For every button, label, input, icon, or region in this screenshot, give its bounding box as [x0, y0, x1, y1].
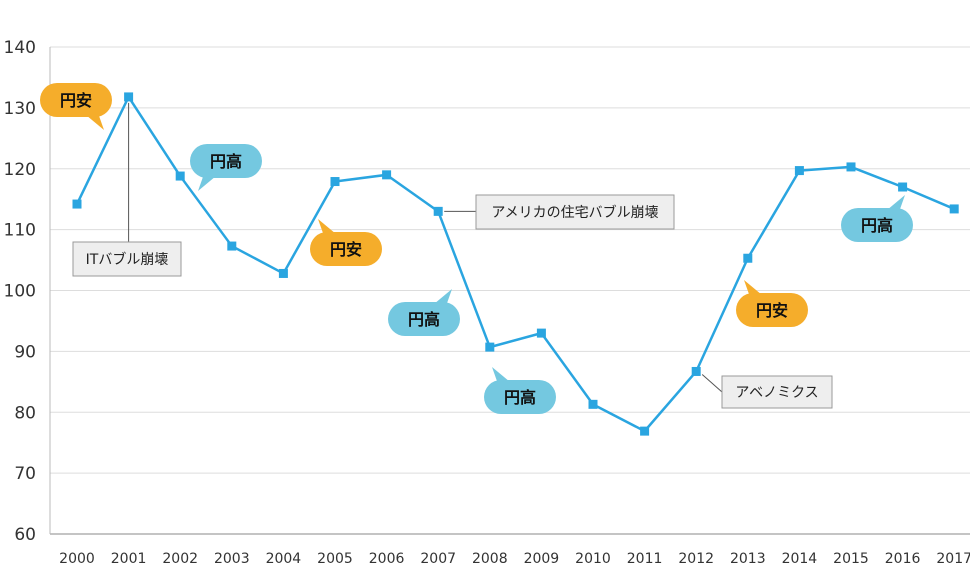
x-tick-label: 2010: [575, 551, 611, 567]
x-tick-label: 2003: [214, 551, 250, 567]
series-line-path: [75, 95, 955, 433]
speech-bubble-tail: [86, 113, 104, 130]
speech-bubble-label: 円安: [60, 91, 92, 110]
x-axis-ticks: 2000 2001 2002 2003 2004 2005 2006 2007 2008 2009…: [59, 551, 970, 567]
speech-bubble: [484, 380, 556, 414]
data-point: [433, 206, 443, 216]
data-point: [640, 426, 650, 436]
x-tick-label: 2004: [266, 551, 302, 567]
x-tick-label: 2000: [59, 551, 95, 567]
data-point: [691, 366, 701, 376]
x-tick-label: 2005: [317, 551, 353, 567]
annotation-box: [475, 194, 675, 230]
x-tick-label: 2017: [936, 551, 970, 567]
data-point: [330, 177, 340, 187]
y-axis-ticks: 60 70 80 90 100 110 120 130 140: [4, 38, 36, 545]
y-tick-label: 80: [14, 403, 36, 423]
data-point: [743, 253, 753, 263]
speech-bubble-label: 円安: [330, 240, 362, 259]
data-point: [485, 342, 495, 352]
x-tick-label: 2001: [111, 551, 147, 567]
data-point: [949, 204, 959, 214]
data-point: [124, 92, 134, 102]
y-tick-label: 140: [4, 38, 36, 58]
annotation-leader-line: [701, 374, 723, 393]
speech-bubble: [190, 144, 262, 178]
speech-bubble-tail: [198, 174, 216, 191]
speech-bubble-label: 円高: [504, 388, 536, 407]
data-point: [382, 170, 392, 180]
data-point: [227, 241, 237, 251]
speech-bubble: [388, 302, 460, 336]
y-tick-label: 110: [4, 221, 36, 241]
y-tick-label: 60: [14, 525, 36, 545]
annotation-label: ITバブル崩壊: [86, 251, 169, 268]
y-tick-label: 100: [4, 282, 36, 302]
speech-bubble-label: 円安: [756, 301, 788, 320]
x-tick-label: 2007: [420, 551, 456, 567]
speech-bubble-tail: [887, 195, 905, 212]
speech-bubble-label: 円高: [210, 152, 242, 171]
data-point: [278, 268, 288, 278]
data-point: [536, 328, 546, 338]
speech-bubble-label: 円高: [861, 216, 893, 235]
y-tick-label: 90: [14, 342, 36, 362]
speech-bubble-tail: [744, 280, 762, 297]
speech-bubble: [736, 293, 808, 327]
data-points: [72, 92, 959, 436]
x-tick-label: 2002: [162, 551, 198, 567]
annotation-box: [72, 241, 182, 277]
data-point: [588, 399, 598, 409]
speech-bubble-label: 円高: [408, 310, 440, 329]
data-point: [175, 171, 185, 181]
data-point: [898, 182, 908, 192]
speech-bubble-tail: [492, 367, 510, 384]
x-tick-label: 2012: [678, 551, 714, 567]
speech-bubble: [40, 83, 112, 117]
x-tick-label: 2006: [369, 551, 405, 567]
x-tick-label: 2015: [833, 551, 869, 567]
x-tick-label: 2011: [627, 551, 663, 567]
annotation-box: [721, 375, 833, 409]
y-tick-label: 120: [4, 160, 36, 180]
x-tick-label: 2008: [472, 551, 508, 567]
x-tick-label: 2013: [730, 551, 766, 567]
speech-bubble: [841, 208, 913, 242]
speech-bubble-tail: [434, 289, 452, 306]
annotation-label: アメリカの住宅バブル崩壊: [491, 204, 658, 221]
grid-lines: [49, 46, 970, 535]
series-line: [75, 95, 955, 433]
data-point: [794, 166, 804, 176]
y-tick-label: 130: [4, 99, 36, 119]
annotation-label: アベノミクス: [735, 385, 818, 401]
x-tick-label: 2009: [524, 551, 560, 567]
data-point: [846, 162, 856, 172]
x-tick-label: 2016: [885, 551, 921, 567]
speech-bubble-tail: [318, 219, 336, 236]
x-tick-label: 2014: [782, 551, 818, 567]
data-point: [72, 199, 82, 209]
y-tick-label: 70: [14, 464, 36, 484]
speech-bubble: [310, 232, 382, 266]
